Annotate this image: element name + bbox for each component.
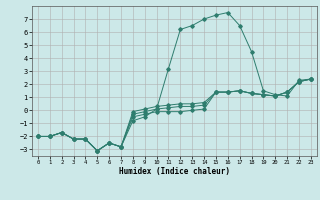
X-axis label: Humidex (Indice chaleur): Humidex (Indice chaleur) bbox=[119, 167, 230, 176]
